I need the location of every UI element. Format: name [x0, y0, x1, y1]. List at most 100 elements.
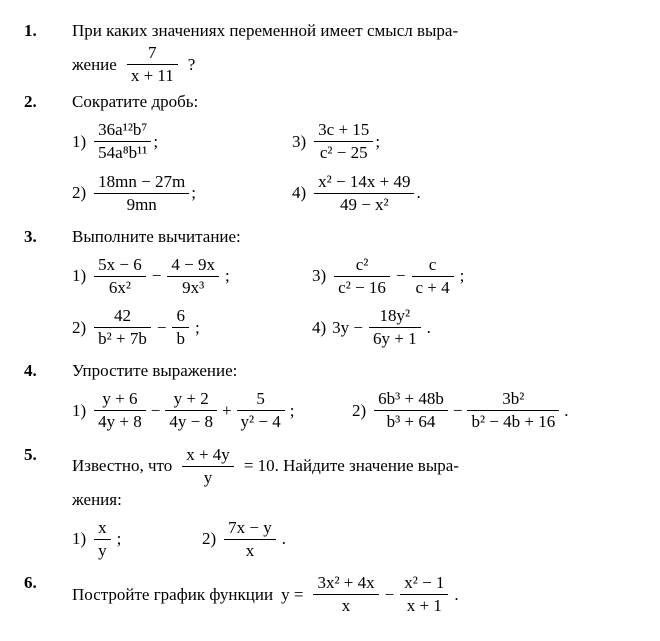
sub-item-1: 1) x y ; [72, 517, 202, 562]
denominator: y [94, 540, 111, 562]
fraction: 7x − y x [224, 517, 276, 562]
problem-6: 6. Постройте график функции y = 3x² + 4x… [24, 572, 636, 617]
op: − [151, 400, 161, 422]
numerator: c [412, 254, 454, 277]
sub-item-1: 1) 36a¹²b⁷ 54a⁸b¹¹ ; [72, 119, 292, 164]
after: . [427, 317, 431, 339]
problem-3: 3. Выполните вычитание: 1) 5x − 6 6x² − … [24, 226, 636, 356]
sub-item-4: 4) 3y − 18y² 6y + 1 . [312, 305, 431, 350]
denominator: x [224, 540, 276, 562]
sub-row: 1) y + 6 4y + 8 − y + 2 4y − 8 + 5 y² − … [72, 388, 636, 433]
y-equals: y = [281, 584, 303, 606]
sub-number: 3) [292, 131, 306, 153]
denominator: b³ + 64 [374, 411, 448, 433]
numerator: 36a¹²b⁷ [94, 119, 151, 142]
numerator: 6b³ + 48b [374, 388, 448, 411]
numerator: 7 [127, 42, 178, 65]
numerator: 4 − 9x [167, 254, 219, 277]
denominator: b [172, 328, 189, 350]
denominator: b² + 7b [94, 328, 151, 350]
denominator: c² − 16 [334, 277, 390, 299]
minus: − [152, 265, 162, 287]
sub-item-2: 2) 6b³ + 48b b³ + 64 − 3b² b² − 4b + 16 … [352, 388, 568, 433]
text-before: Постройте график функции [72, 584, 273, 606]
fraction: y + 6 4y + 8 [94, 388, 146, 433]
problem-text: Выполните вычитание: [72, 226, 636, 248]
fraction: 6b³ + 48b b³ + 64 [374, 388, 448, 433]
problem-number: 3. [24, 226, 72, 356]
denominator: 9x³ [167, 277, 219, 299]
numerator: x² − 14x + 49 [314, 171, 414, 194]
numerator: 18y² [369, 305, 421, 328]
fraction: 18y² 6y + 1 [369, 305, 421, 350]
problem-body: Постройте график функции y = 3x² + 4x x … [72, 572, 636, 617]
minus: − [396, 265, 406, 287]
fraction: 6 b [172, 305, 189, 350]
fraction: x + 4y y [182, 444, 234, 489]
problem-number: 6. [24, 572, 72, 617]
problem-body: Сократите дробь: 1) 36a¹²b⁷ 54a⁸b¹¹ ; 3)… [72, 91, 636, 221]
problem-text-line2: жения: [72, 489, 636, 511]
denominator: c + 4 [412, 277, 454, 299]
problem-number: 2. [24, 91, 72, 221]
numerator: 5 [237, 388, 285, 411]
sub-number: 2) [352, 400, 366, 422]
problem-body: Выполните вычитание: 1) 5x − 6 6x² − 4 −… [72, 226, 636, 356]
sub-number: 1) [72, 400, 86, 422]
op: − [453, 400, 463, 422]
denominator: 6y + 1 [369, 328, 421, 350]
denominator: 4y − 8 [165, 411, 217, 433]
sub-number: 2) [72, 182, 86, 204]
fraction: 42 b² + 7b [94, 305, 151, 350]
after: ; [290, 400, 295, 422]
sub-number: 1) [72, 528, 86, 550]
sub-item-3: 3) 3c + 15 c² − 25 ; [292, 119, 380, 164]
numerator: 18mn − 27m [94, 171, 189, 194]
numerator: y + 2 [165, 388, 217, 411]
numerator: 6 [172, 305, 189, 328]
sub-item-1: 1) 5x − 6 6x² − 4 − 9x 9x³ ; [72, 254, 312, 299]
sub-number: 2) [202, 528, 216, 550]
problem-2: 2. Сократите дробь: 1) 36a¹²b⁷ 54a⁸b¹¹ ;… [24, 91, 636, 221]
text-mid: = 10. Найдите значение выра- [244, 455, 459, 477]
fraction: 4 − 9x 9x³ [167, 254, 219, 299]
problem-text: Упростите выражение: [72, 360, 636, 382]
denominator: y² − 4 [237, 411, 285, 433]
fraction: x y [94, 517, 111, 562]
denominator: 49 − x² [314, 194, 414, 216]
problem-1: 1. При каких значениях переменной имеет … [24, 20, 636, 87]
denominator: 6x² [94, 277, 146, 299]
denominator: x + 1 [400, 595, 448, 617]
numerator: c² [334, 254, 390, 277]
after: ; [117, 528, 122, 550]
numerator: 3b² [467, 388, 559, 411]
sub-row: 1) 5x − 6 6x² − 4 − 9x 9x³ ; 3) c² c² − … [72, 254, 636, 299]
fraction: x² − 14x + 49 49 − x² [314, 171, 414, 216]
numerator: 3x² + 4x [313, 572, 378, 595]
sub-number: 4) [292, 182, 306, 204]
numerator: x + 4y [182, 444, 234, 467]
denominator: y [182, 467, 234, 489]
sub-item-2: 2) 7x − y x . [202, 517, 286, 562]
sub-item-4: 4) x² − 14x + 49 49 − x² . [292, 171, 421, 216]
denominator: x [313, 595, 378, 617]
after: ; [191, 182, 196, 204]
after: ; [195, 317, 200, 339]
sub-number: 3) [312, 265, 326, 287]
denominator: 4y + 8 [94, 411, 146, 433]
after: . [564, 400, 568, 422]
numerator: 3c + 15 [314, 119, 373, 142]
numerator: x [94, 517, 111, 540]
sub-row: 1) x y ; 2) 7x − y x . [72, 517, 636, 562]
before: 3y − [332, 317, 363, 339]
numerator: x² − 1 [400, 572, 448, 595]
minus: − [385, 584, 395, 606]
fraction: 36a¹²b⁷ 54a⁸b¹¹ [94, 119, 151, 164]
problem-body: Упростите выражение: 1) y + 6 4y + 8 − y… [72, 360, 636, 439]
denominator: x + 11 [127, 65, 178, 87]
sub-item-2: 2) 42 b² + 7b − 6 b ; [72, 305, 312, 350]
problem-text-line1: При каких значениях переменной имеет смы… [72, 20, 636, 42]
sub-row: 1) 36a¹²b⁷ 54a⁸b¹¹ ; 3) 3c + 15 c² − 25 … [72, 119, 636, 164]
sub-number: 2) [72, 317, 86, 339]
problem-text: Сократите дробь: [72, 91, 636, 113]
